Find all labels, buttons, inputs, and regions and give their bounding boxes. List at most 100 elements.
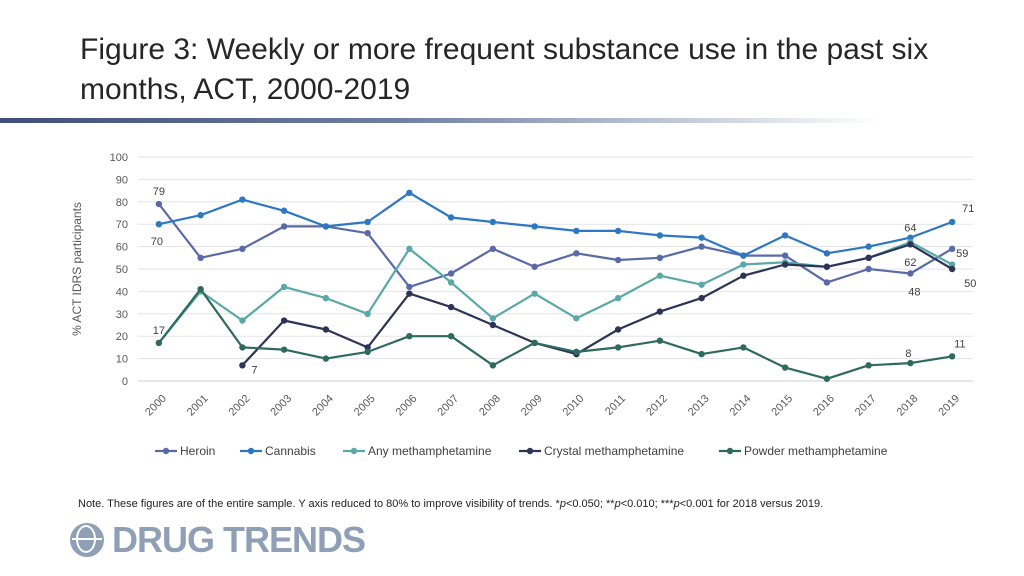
- data-point: [740, 272, 747, 279]
- y-tick-label: 40: [116, 286, 128, 298]
- data-point: [865, 254, 872, 261]
- data-point: [406, 333, 413, 340]
- data-point: [573, 250, 580, 257]
- data-label: 7: [251, 364, 257, 376]
- y-tick-label: 0: [122, 376, 128, 388]
- series-line: [158, 203, 953, 288]
- data-point: [489, 245, 497, 253]
- x-tick-label: 2018: [895, 393, 921, 419]
- logo-text: DRUG TRENDS: [112, 519, 366, 560]
- x-tick-label: 2016: [811, 393, 837, 419]
- data-point: [155, 339, 163, 347]
- data-point: [155, 200, 163, 208]
- x-tick-label: 2004: [310, 393, 336, 419]
- data-point: [614, 256, 622, 264]
- legend-label: Crystal methamphetamine: [544, 444, 684, 458]
- data-point: [364, 348, 371, 356]
- data-point: [322, 294, 330, 302]
- data-point: [698, 243, 705, 250]
- data-point: [865, 243, 872, 250]
- data-point: [531, 290, 538, 297]
- data-point: [656, 308, 664, 315]
- data-point: [197, 285, 204, 293]
- data-point: [907, 241, 914, 248]
- x-tick-label: 2009: [519, 393, 545, 419]
- series-line: [158, 288, 953, 380]
- data-point: [656, 232, 664, 239]
- note-part-3: <0.001 for 2018 versus 2019.: [679, 498, 824, 510]
- note-p-2: p: [614, 498, 621, 510]
- data-point: [155, 221, 163, 228]
- data-point: [573, 227, 580, 235]
- data-point: [489, 315, 497, 322]
- data-point: [239, 245, 246, 253]
- data-point: [948, 353, 956, 360]
- note-part-2: <0.010; ***: [620, 498, 674, 510]
- data-point: [823, 375, 831, 382]
- data-point: [489, 218, 497, 226]
- data-label: 50: [964, 278, 976, 290]
- series-line: [158, 191, 953, 257]
- data-point: [364, 229, 371, 237]
- data-point: [531, 263, 538, 270]
- legend-marker: [526, 447, 534, 455]
- data-point: [197, 212, 204, 219]
- note-p-3: p: [673, 498, 680, 510]
- data-point: [781, 232, 789, 239]
- data-point: [531, 339, 538, 347]
- data-point: [239, 362, 246, 369]
- data-point: [447, 333, 455, 340]
- data-point: [823, 279, 831, 286]
- y-tick-label: 20: [116, 331, 128, 343]
- data-label: 62: [904, 257, 916, 269]
- data-point: [656, 272, 664, 279]
- note-p-1: p: [559, 498, 566, 510]
- data-point: [280, 207, 288, 214]
- legend-label: Cannabis: [265, 444, 316, 458]
- series-powder-methamphetamine: [155, 285, 956, 382]
- x-tick-label: 2012: [644, 393, 670, 419]
- x-tick-label: 2007: [435, 393, 461, 419]
- x-tick-label: 2011: [603, 393, 628, 418]
- data-point: [239, 344, 246, 351]
- x-tick-label: 2019: [936, 393, 962, 419]
- data-point: [406, 283, 413, 291]
- x-tick-label: 2002: [227, 393, 253, 419]
- data-point: [280, 223, 288, 230]
- data-point: [698, 234, 705, 241]
- data-point: [698, 281, 705, 288]
- legend-marker: [247, 447, 255, 455]
- series-cannabis: [155, 189, 956, 259]
- data-point: [740, 252, 747, 259]
- legend-marker: [162, 447, 170, 455]
- x-tick-label: 2017: [853, 393, 879, 419]
- x-tick-label: 2001: [185, 393, 211, 419]
- data-point: [614, 227, 622, 235]
- drug-trends-logo: DRUG TRENDS: [70, 519, 366, 560]
- data-point: [322, 355, 330, 362]
- data-point: [948, 265, 956, 273]
- data-point: [280, 283, 288, 291]
- data-point: [447, 214, 455, 221]
- data-point: [322, 223, 330, 230]
- data-point: [489, 362, 497, 369]
- data-point: [823, 263, 831, 270]
- data-point: [740, 261, 747, 268]
- data-point: [447, 279, 455, 286]
- legend-marker: [350, 447, 358, 455]
- data-point: [614, 326, 622, 333]
- x-tick-label: 2003: [268, 393, 294, 419]
- data-point: [948, 245, 956, 253]
- line-chart: 0 10 20 30 40 50 60 70 80 90 100 2000 2001 2002 2003 20…: [70, 152, 976, 458]
- x-tick-label: 2000: [143, 393, 169, 419]
- data-point: [573, 315, 580, 322]
- data-point: [280, 317, 288, 324]
- data-point: [865, 362, 872, 369]
- data-point: [239, 196, 246, 203]
- data-point: [239, 317, 246, 324]
- x-tick-label: 2015: [769, 393, 795, 419]
- series-line: [241, 243, 953, 367]
- data-point: [698, 294, 705, 302]
- data-point: [447, 303, 455, 311]
- data-label: 70: [151, 236, 163, 248]
